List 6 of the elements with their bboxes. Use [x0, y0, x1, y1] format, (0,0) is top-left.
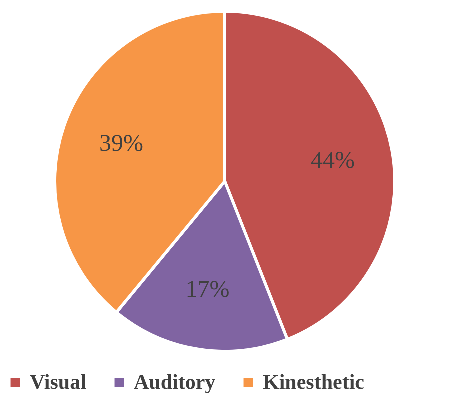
legend-label: Visual: [30, 370, 87, 394]
legend-label: Kinesthetic: [263, 370, 364, 394]
legend-label: Auditory: [134, 370, 216, 394]
data-label: 39%: [100, 131, 144, 158]
data-label: 44%: [311, 148, 356, 174]
data-label: 17%: [186, 277, 230, 304]
